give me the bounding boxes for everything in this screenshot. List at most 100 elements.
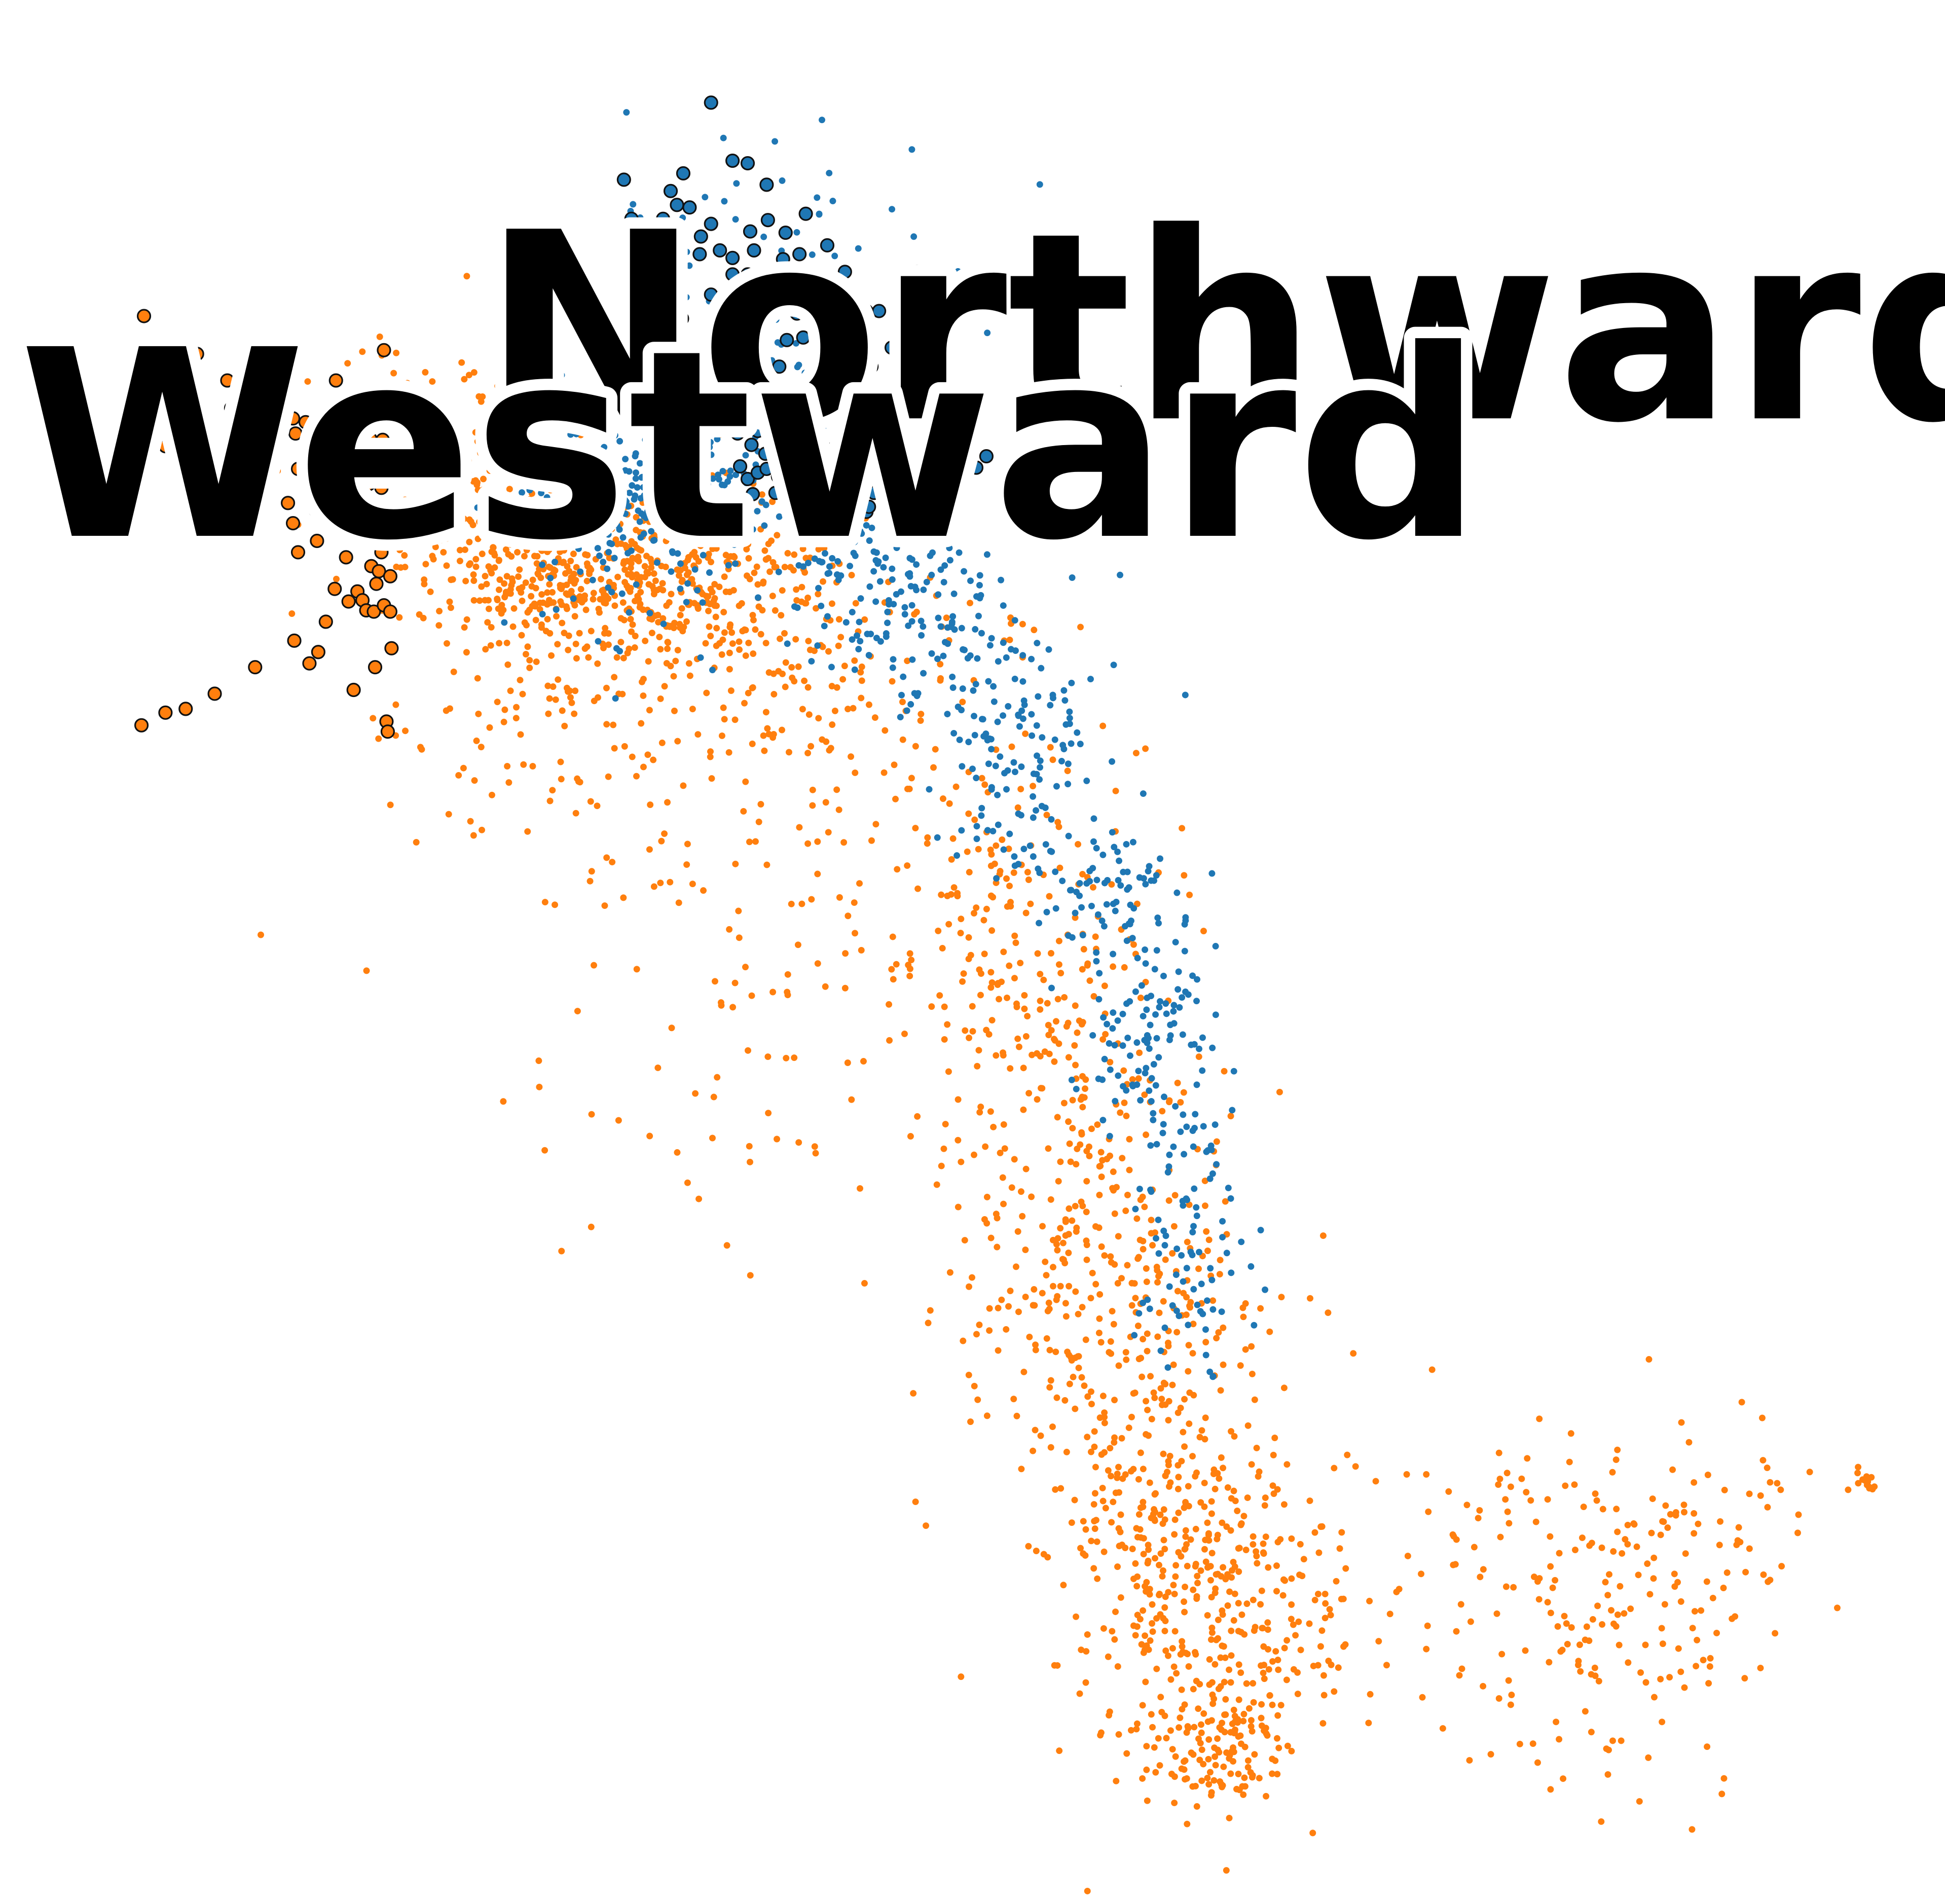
northward-point (949, 673, 956, 680)
westward-highlighted-point (374, 545, 389, 560)
westward-point (442, 473, 449, 481)
northward-point (726, 473, 733, 480)
northward-point (897, 714, 904, 721)
northward-point (703, 535, 710, 542)
northward-point (570, 595, 577, 602)
northward-point (1129, 838, 1136, 846)
westward-point (528, 593, 535, 600)
westward-point (1284, 1742, 1291, 1749)
westward-point (1174, 1288, 1181, 1295)
westward-point (1057, 1485, 1065, 1492)
westward-point (1418, 1570, 1424, 1578)
westward-point (1114, 1280, 1121, 1287)
westward-point (1072, 1002, 1079, 1009)
northward-point (1146, 1087, 1153, 1094)
northward-point (1155, 1250, 1162, 1257)
westward-point (692, 1090, 699, 1097)
westward-point (398, 539, 405, 546)
westward-point (769, 988, 777, 996)
westward-point (1082, 1336, 1089, 1343)
northward-point (794, 447, 801, 454)
westward-point (1691, 1510, 1698, 1517)
westward-point (605, 641, 612, 648)
westward-point (766, 568, 774, 575)
westward-point (503, 639, 510, 646)
northward-point (559, 498, 566, 505)
westward-point (835, 806, 842, 813)
northward-highlighted-point (721, 416, 736, 431)
westward-point (1142, 1678, 1149, 1686)
westward-point (506, 468, 513, 475)
westward-point (742, 652, 749, 659)
westward-point (1111, 1636, 1118, 1643)
westward-point (459, 457, 466, 464)
westward-point (1029, 1051, 1036, 1058)
westward-point (572, 687, 579, 694)
westward-point (1208, 1510, 1215, 1517)
westward-point (1151, 1744, 1158, 1751)
northward-point (623, 319, 630, 326)
northward-point (512, 510, 520, 518)
northward-highlighted-point (710, 353, 725, 368)
northward-point (1136, 1185, 1143, 1192)
westward-point (1320, 1692, 1328, 1699)
westward-point (1196, 1680, 1203, 1688)
westward-point (736, 646, 743, 653)
northward-point (625, 503, 632, 510)
westward-point (583, 392, 590, 399)
westward-point (1144, 1347, 1151, 1354)
northward-point (1208, 870, 1216, 877)
westward-point (1136, 1526, 1144, 1533)
westward-point (488, 624, 495, 631)
westward-point (533, 560, 540, 567)
northward-point (721, 410, 728, 417)
northward-point (1093, 958, 1100, 965)
westward-point (1124, 1191, 1131, 1198)
westward-point (1069, 1096, 1076, 1104)
northward-point (629, 482, 636, 489)
northward-point (637, 495, 644, 502)
westward-point (567, 558, 574, 565)
westward-point (661, 830, 668, 837)
westward-point (1258, 1722, 1265, 1729)
westward-point (1049, 1264, 1056, 1271)
westward-point (1123, 1750, 1130, 1757)
westward-point (999, 1174, 1006, 1181)
northward-highlighted-point (725, 250, 740, 265)
westward-point (1099, 1497, 1107, 1505)
westward-point (439, 452, 446, 459)
westward-point (1240, 1513, 1247, 1520)
westward-point (1314, 1662, 1322, 1669)
northward-point (826, 570, 833, 577)
westward-point (1182, 1527, 1189, 1534)
westward-point (1425, 1508, 1432, 1515)
northward-point (814, 642, 821, 649)
westward-point (1222, 1696, 1229, 1703)
westward-point (582, 606, 590, 613)
westward-point (538, 621, 545, 628)
westward-point (484, 619, 491, 626)
northward-point (600, 559, 607, 566)
westward-point (976, 1109, 983, 1116)
northward-point (643, 373, 650, 380)
westward-point (1178, 1765, 1185, 1772)
northward-point (1104, 1020, 1111, 1028)
westward-point (1261, 1502, 1268, 1509)
westward-point (1194, 1580, 1201, 1587)
northward-point (889, 565, 896, 572)
westward-point (812, 1150, 819, 1157)
westward-point (912, 825, 919, 832)
westward-point (1678, 1419, 1685, 1426)
westward-point (557, 758, 564, 765)
westward-point (1270, 1451, 1277, 1458)
westward-point (857, 1185, 863, 1192)
westward-point (1133, 900, 1141, 907)
northward-point (732, 216, 739, 223)
northward-point (932, 309, 939, 316)
northward-point (619, 534, 627, 541)
westward-point (911, 611, 918, 618)
northward-point (519, 489, 525, 496)
westward-point (747, 1158, 753, 1165)
northward-highlighted-point (801, 288, 816, 303)
westward-point (982, 1143, 989, 1150)
